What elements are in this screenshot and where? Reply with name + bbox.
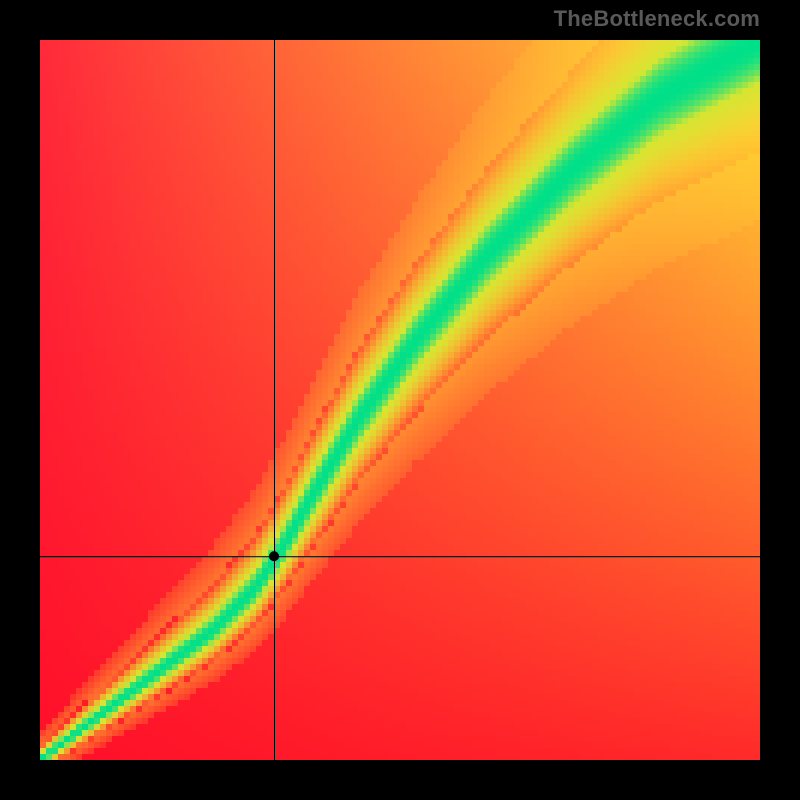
watermark-text: TheBottleneck.com xyxy=(554,6,760,32)
chart-container: TheBottleneck.com xyxy=(0,0,800,800)
bottleneck-heatmap xyxy=(0,0,800,800)
